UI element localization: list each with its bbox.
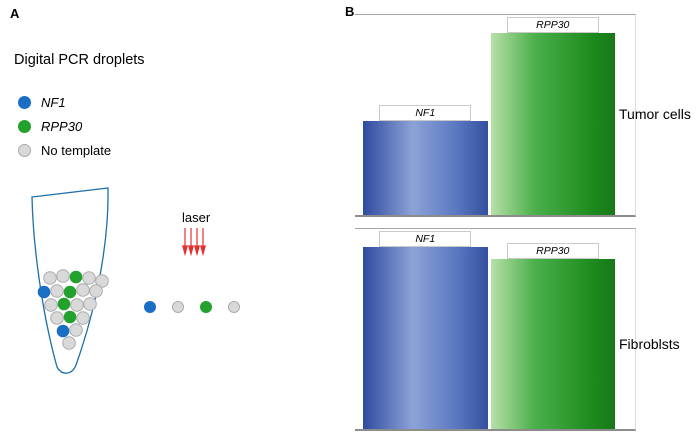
legend-label-rpp30: RPP30: [41, 118, 83, 134]
gray-droplet: [89, 284, 103, 298]
legend-label-nf1: NF1: [41, 94, 66, 110]
gray-droplet: [44, 298, 58, 312]
legend-item-nf1: NF1: [18, 90, 111, 114]
droplet-legend: NF1 RPP30 No template: [18, 90, 111, 162]
gray-droplet: [76, 311, 90, 325]
panel-a-label: A: [10, 6, 20, 21]
gray-droplet: [70, 298, 84, 312]
gray-droplet: [69, 323, 83, 337]
gray-droplet: [83, 297, 97, 311]
bar-group-nf1-tumor: NF1: [363, 15, 488, 215]
pcr-tube: [16, 183, 128, 383]
green-droplet: [200, 301, 212, 313]
legend-item-rpp30: RPP30: [18, 114, 111, 138]
bar-label-rpp30-fibro: RPP30: [506, 243, 599, 259]
laser-label: laser: [182, 210, 211, 225]
bar-group-rpp30-tumor: RPP30: [490, 15, 615, 215]
rpp30-droplet-icon: [18, 119, 31, 133]
legend-label-no-template: No template: [41, 142, 112, 158]
gray-droplet: [50, 311, 64, 325]
green-droplet: [69, 270, 83, 284]
gray-droplet: [228, 301, 240, 313]
bar-chart-tumor-cells: NF1 RPP30: [355, 14, 636, 217]
tube-droplets: [37, 269, 109, 350]
bar-rpp30-fibro: [490, 259, 615, 429]
gray-droplet: [56, 269, 70, 283]
bar-nf1-fibro: [363, 247, 488, 429]
green-droplet: [57, 297, 71, 311]
blue-droplet: [56, 324, 70, 338]
bar-group-nf1-fibro: NF1: [363, 229, 488, 429]
bar-label-nf1-fibro: NF1: [379, 231, 472, 247]
gray-droplet: [43, 271, 57, 285]
group-label-tumor-cells: Tumor cells: [619, 106, 691, 122]
bar-nf1-tumor: [363, 121, 488, 215]
gray-droplet: [172, 301, 184, 313]
group-label-fibroblasts: Fibroblsts: [619, 336, 680, 352]
gray-droplet: [62, 336, 76, 350]
bar-chart-fibroblasts: NF1 RPP30: [355, 228, 636, 431]
green-droplet: [63, 285, 77, 299]
panel-a-title: Digital PCR droplets: [14, 52, 145, 68]
nf1-droplet-icon: [18, 95, 31, 109]
blue-droplet: [37, 285, 51, 299]
green-droplet: [63, 310, 77, 324]
tube-outline: [31, 187, 109, 374]
bar-label-rpp30-tumor: RPP30: [506, 17, 599, 33]
bar-rpp30-tumor: [490, 33, 615, 215]
laser-beam-icon: [180, 228, 210, 261]
gray-droplet: [50, 284, 64, 298]
ejected-droplets: [144, 300, 256, 318]
gray-droplet: [95, 274, 109, 288]
panel-b-label: B: [345, 4, 355, 19]
pcr-tube-drawing: [31, 187, 109, 374]
gray-droplet: [76, 283, 90, 297]
legend-item-no-template: No template: [18, 138, 111, 162]
blue-droplet: [144, 301, 156, 313]
gray-droplet: [82, 271, 96, 285]
no-template-droplet-icon: [18, 143, 31, 157]
bar-label-nf1-tumor: NF1: [379, 105, 472, 121]
bar-group-rpp30-fibro: RPP30: [490, 229, 615, 429]
